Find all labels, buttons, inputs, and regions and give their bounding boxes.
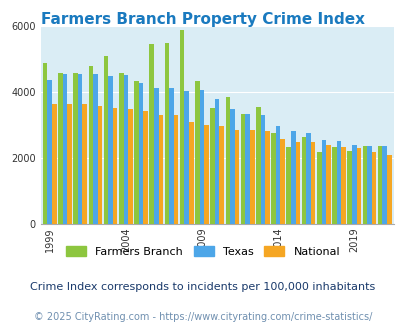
Bar — [362, 146, 366, 224]
Bar — [104, 56, 108, 224]
Bar — [249, 130, 254, 224]
Bar — [108, 76, 113, 224]
Bar — [184, 91, 189, 224]
Bar — [52, 104, 56, 224]
Bar — [179, 30, 184, 224]
Bar — [58, 73, 62, 224]
Bar — [290, 131, 295, 224]
Bar — [128, 109, 132, 224]
Bar — [286, 147, 290, 224]
Bar — [67, 104, 72, 224]
Bar — [73, 73, 78, 224]
Bar — [195, 81, 199, 224]
Bar — [153, 88, 158, 224]
Bar — [158, 115, 163, 224]
Bar — [260, 115, 264, 224]
Bar — [123, 75, 128, 224]
Bar — [256, 107, 260, 224]
Bar — [199, 90, 204, 224]
Bar — [143, 111, 147, 224]
Text: © 2025 CityRating.com - https://www.cityrating.com/crime-statistics/: © 2025 CityRating.com - https://www.city… — [34, 312, 371, 322]
Bar — [169, 88, 173, 224]
Bar — [134, 81, 139, 224]
Bar — [78, 74, 82, 224]
Bar — [382, 146, 386, 224]
Bar — [139, 82, 143, 224]
Bar — [377, 146, 382, 224]
Bar — [219, 126, 224, 224]
Bar — [189, 122, 193, 224]
Bar — [214, 99, 219, 224]
Bar — [310, 142, 315, 224]
Bar — [386, 155, 390, 224]
Bar — [351, 145, 356, 224]
Bar — [325, 145, 330, 224]
Bar — [366, 146, 371, 224]
Bar — [93, 74, 98, 224]
Bar — [164, 43, 169, 224]
Bar — [331, 147, 336, 224]
Bar — [240, 114, 245, 224]
Bar — [88, 66, 93, 224]
Bar — [356, 148, 360, 224]
Bar — [341, 147, 345, 224]
Bar — [62, 74, 67, 224]
Bar — [264, 131, 269, 224]
Bar — [210, 108, 214, 224]
Bar — [230, 109, 234, 224]
Text: Farmers Branch Property Crime Index: Farmers Branch Property Crime Index — [41, 12, 364, 26]
Bar — [316, 152, 321, 224]
Bar — [295, 142, 299, 224]
Bar — [173, 115, 178, 224]
Bar — [225, 97, 230, 224]
Bar — [347, 151, 351, 224]
Bar — [98, 106, 102, 224]
Bar — [245, 114, 249, 224]
Bar — [234, 130, 239, 224]
Legend: Farmers Branch, Texas, National: Farmers Branch, Texas, National — [62, 242, 343, 261]
Bar — [275, 126, 280, 224]
Bar — [204, 125, 208, 224]
Bar — [119, 73, 123, 224]
Bar — [301, 137, 305, 224]
Bar — [43, 63, 47, 224]
Bar — [149, 44, 153, 224]
Bar — [371, 152, 375, 224]
Bar — [336, 141, 341, 224]
Bar — [280, 139, 284, 224]
Bar — [321, 140, 325, 224]
Bar — [271, 133, 275, 224]
Text: Crime Index corresponds to incidents per 100,000 inhabitants: Crime Index corresponds to incidents per… — [30, 282, 375, 292]
Bar — [82, 104, 87, 224]
Bar — [47, 80, 52, 224]
Bar — [305, 133, 310, 224]
Bar — [113, 108, 117, 224]
